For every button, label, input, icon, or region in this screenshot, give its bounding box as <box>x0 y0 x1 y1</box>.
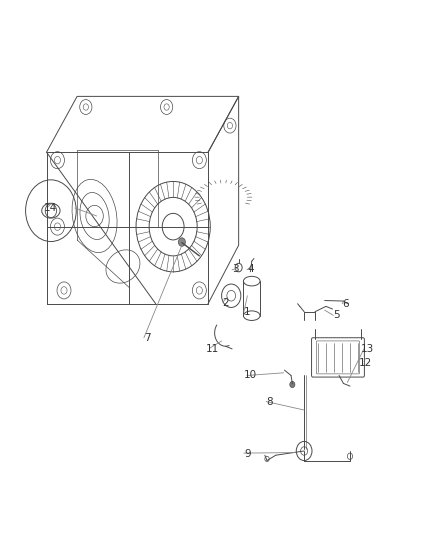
Text: 6: 6 <box>343 298 349 309</box>
Text: 3: 3 <box>232 264 239 274</box>
Circle shape <box>290 381 295 387</box>
Text: 5: 5 <box>334 310 340 320</box>
Text: 14: 14 <box>44 203 57 213</box>
Text: 4: 4 <box>247 264 254 274</box>
Text: 11: 11 <box>206 344 219 354</box>
Text: 10: 10 <box>244 370 257 381</box>
Text: 12: 12 <box>359 358 372 368</box>
Text: 2: 2 <box>222 297 229 308</box>
Text: 9: 9 <box>244 449 251 458</box>
Text: 8: 8 <box>266 397 272 407</box>
Text: 13: 13 <box>361 344 374 354</box>
Text: 1: 1 <box>244 306 251 317</box>
Text: 7: 7 <box>144 333 150 343</box>
Circle shape <box>178 238 185 246</box>
